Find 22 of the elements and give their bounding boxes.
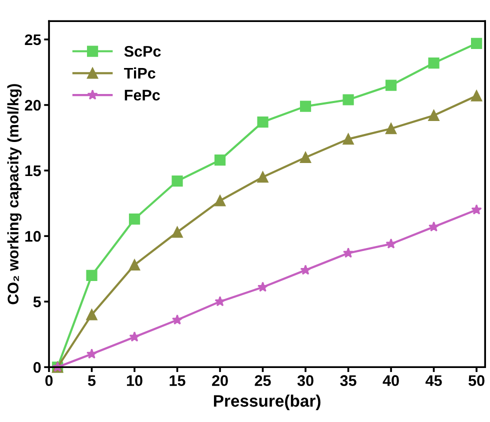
x-tick-label: 10 [126, 375, 142, 386]
y-tick-label: 10 [25, 230, 41, 242]
y-tick-label: 5 [33, 296, 41, 308]
x-tick-label: 50 [468, 375, 484, 386]
y-tick-label: 20 [24, 100, 41, 111]
y-tick-label: 15 [25, 166, 41, 176]
legend-label: TiPc [124, 67, 156, 79]
x-tick-label: 5 [88, 375, 96, 386]
x-tick-label: 40 [382, 375, 399, 386]
x-tick-label: 25 [254, 375, 271, 386]
y-tick-label: 0 [33, 362, 41, 373]
y-axis-title: CO₂ working capacity (mol/kg) [7, 84, 22, 304]
x-tick-label: 0 [45, 375, 53, 386]
legend-label: FePc [124, 90, 160, 101]
x-axis-title: Pressure(bar) [214, 394, 320, 410]
x-tick-label: 30 [297, 375, 314, 386]
x-tick-label: 15 [170, 375, 186, 386]
y-tick-label: 25 [24, 34, 41, 46]
x-tick-label: 45 [426, 375, 442, 386]
x-tick-label: 35 [340, 375, 356, 386]
x-tick-label: 20 [212, 375, 228, 386]
legend-label: ScPc [124, 46, 161, 57]
